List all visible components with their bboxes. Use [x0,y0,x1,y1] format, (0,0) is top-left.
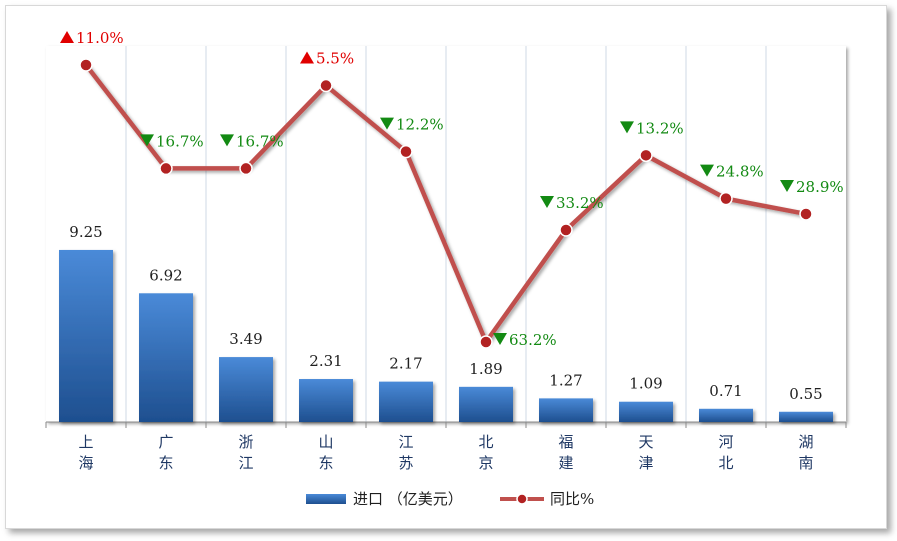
category-label: 津 [638,454,653,472]
category-label: 南 [798,454,813,472]
category-label: 江 [238,454,253,472]
percent-label: 28.9% [796,178,844,196]
percent-label: 13.2% [636,119,684,137]
category-label: 北 [478,433,493,451]
category-label: 山 [318,433,333,451]
percent-label: 33.2% [556,194,604,212]
series-line [84,63,807,345]
legend-label-bar: 进口 （亿美元） [353,490,463,508]
bar-value-label: 0.71 [709,382,742,400]
line-series [79,58,813,349]
bar-value-label: 0.55 [789,385,822,403]
bar-value-label: 2.31 [309,352,342,370]
triangle-down-icon [140,134,154,147]
line-marker [639,148,653,163]
legend: 进口 （亿美元） 同比% [306,490,594,508]
bar-value-label: 2.17 [389,355,422,373]
category-label: 京 [478,454,493,472]
bar [219,357,273,422]
category-label: 江 [398,433,413,451]
triangle-down-icon [620,121,634,134]
bars [59,249,833,422]
percent-label: 16.7% [156,132,204,150]
category-label: 海 [78,454,93,472]
line-marker [399,144,413,159]
percent-label: 24.8% [716,163,764,181]
bar-value-label: 6.92 [149,266,182,284]
bar [779,411,833,422]
category-label: 东 [158,454,173,472]
category-label: 天 [638,433,653,451]
bar [619,401,673,422]
line-marker [319,78,333,93]
bar [59,249,113,422]
bar-value-label: 1.27 [549,371,582,389]
bar [299,379,353,422]
triangle-down-icon [493,333,507,345]
percent-labels: 11.0% 16.7% 16.7% 5.5% 12.2% 63.2% 33.2% 13.2% 2… [60,29,844,349]
bar [379,381,433,422]
category-label: 广 [158,433,173,451]
chart: 9.25 6.92 3.49 2.31 2.17 1.89 1.27 1.09 0.71 0.55… [45,29,847,508]
legend-swatch-bar [306,494,346,504]
category-label: 北 [718,454,733,472]
percent-label: 11.0% [76,29,124,47]
triangle-up-icon [300,51,314,64]
legend-label-line: 同比% [550,490,594,508]
bar-value-label: 3.49 [229,330,262,348]
percent-label: 63.2% [509,331,557,349]
line-marker [559,223,573,237]
category-label: 湖 [798,433,813,451]
category-label: 东 [318,454,333,472]
triangle-down-icon [380,117,394,130]
triangle-up-icon [60,31,74,43]
line-marker [159,161,173,176]
line-marker [79,58,93,72]
bar [139,293,193,422]
bar-value-label: 1.09 [629,375,662,393]
line-marker [239,161,253,176]
triangle-down-icon [220,134,234,147]
percent-label: 16.7% [236,132,284,150]
bar-value-label: 1.89 [469,360,502,378]
category-label: 上 [78,433,93,451]
triangle-down-icon [700,164,714,177]
category-label: 建 [558,454,573,472]
triangle-down-icon [780,179,794,192]
bar [459,386,513,422]
legend-swatch-marker [516,493,528,505]
triangle-down-icon [540,196,554,209]
category-label: 福 [558,433,573,451]
line-marker [719,191,733,206]
category-label: 河 [718,433,733,451]
bar [699,408,753,422]
line-marker [799,207,813,221]
percent-label: 12.2% [396,116,444,134]
bar-labels: 9.25 6.92 3.49 2.31 2.17 1.89 1.27 1.09 0.71 0.55 [69,223,822,403]
bar-value-label: 9.25 [69,223,102,241]
percent-label: 5.5% [316,50,354,68]
line-marker [479,335,493,349]
chart-frame: 9.25 6.92 3.49 2.31 2.17 1.89 1.27 1.09 0.71 0.55… [5,5,887,529]
bar [539,398,593,422]
category-label: 浙 [238,433,253,451]
category-label: 苏 [398,454,413,472]
